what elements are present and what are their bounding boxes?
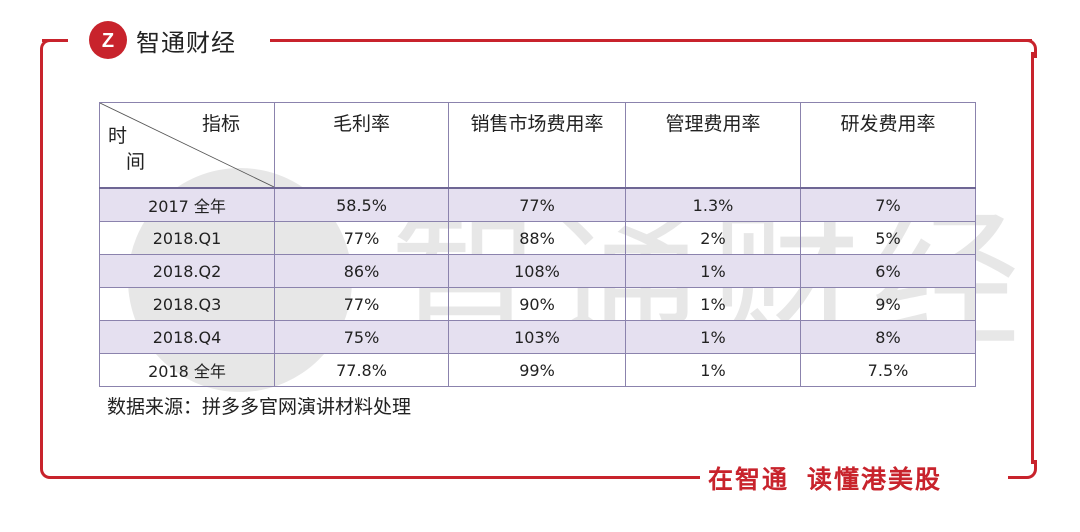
value-cell: 86% (274, 254, 449, 288)
value-cell: 1% (625, 254, 801, 288)
period-cell: 2018.Q2 (99, 254, 275, 288)
table-row: 2018 全年 77.8% 99% 1% 7.5% (99, 353, 976, 387)
value-cell: 1% (625, 353, 801, 387)
period-cell: 2018.Q4 (99, 320, 275, 354)
table-row: 2018.Q2 86% 108% 1% 6% (99, 254, 976, 288)
logo-letter: Z (102, 30, 114, 52)
value-cell: 77% (448, 187, 626, 222)
value-cell: 7% (800, 187, 976, 222)
value-cell: 5% (800, 221, 976, 255)
brand-header: Z 智通财经 (88, 20, 236, 60)
diagonal-line (100, 103, 274, 187)
value-cell: 1% (625, 287, 801, 321)
period-cell: 2018.Q3 (99, 287, 275, 321)
table-header-row: 指标 时 间 毛利率 销售市场费用率 管理费用率 研发费用率 (99, 102, 976, 189)
value-cell: 1% (625, 320, 801, 354)
value-cell: 58.5% (274, 187, 449, 222)
brand-name: 智通财经 (136, 28, 236, 57)
column-header: 管理费用率 (625, 102, 801, 189)
value-cell: 77.8% (274, 353, 449, 387)
value-cell: 90% (448, 287, 626, 321)
frame-line (270, 39, 1032, 42)
value-cell: 108% (448, 254, 626, 288)
table-row: 2018.Q1 77% 88% 2% 5% (99, 221, 976, 255)
source-note: 数据来源：拼多多官网演讲材料处理 (107, 396, 412, 418)
zhitong-logo-icon: Z (89, 21, 127, 59)
table-row: 2018.Q4 75% 103% 1% 8% (99, 320, 976, 354)
value-cell: 6% (800, 254, 976, 288)
period-cell: 2017 全年 (99, 187, 275, 222)
slogan-part-1: 在智通 (708, 465, 790, 494)
column-header: 销售市场费用率 (448, 102, 626, 189)
table-row: 2018.Q3 77% 90% 1% 9% (99, 287, 976, 321)
frame-corner (1018, 460, 1037, 479)
frame-line (1008, 476, 1024, 479)
value-cell: 8% (800, 320, 976, 354)
value-cell: 75% (274, 320, 449, 354)
frame-line (50, 476, 700, 479)
value-cell: 77% (274, 287, 449, 321)
value-cell: 9% (800, 287, 976, 321)
corner-label-time-1: 时 (108, 125, 128, 147)
column-header: 研发费用率 (800, 102, 976, 189)
slogan-part-2: 读懂港美股 (807, 465, 943, 494)
frame-corner (40, 460, 59, 479)
period-cell: 2018.Q1 (99, 221, 275, 255)
table-row: 2017 全年 58.5% 77% 1.3% 7% (99, 187, 976, 222)
value-cell: 2% (625, 221, 801, 255)
frame-line (40, 52, 43, 464)
expense-ratio-table: 指标 时 间 毛利率 销售市场费用率 管理费用率 研发费用率 2017 全年 5… (99, 102, 976, 387)
value-cell: 7.5% (800, 353, 976, 387)
footer-slogan: 在智通 读懂港美股 (708, 460, 942, 496)
column-header: 毛利率 (274, 102, 449, 189)
period-cell: 2018 全年 (99, 353, 275, 387)
corner-label-time-2: 间 (126, 151, 146, 173)
frame-line (1031, 52, 1034, 464)
corner-header-cell: 指标 时 间 (99, 102, 275, 189)
value-cell: 77% (274, 221, 449, 255)
value-cell: 103% (448, 320, 626, 354)
value-cell: 88% (448, 221, 626, 255)
frame-corner (1018, 39, 1037, 58)
value-cell: 99% (448, 353, 626, 387)
corner-label-indicator: 指标 (201, 113, 240, 135)
value-cell: 1.3% (625, 187, 801, 222)
frame-line (42, 39, 68, 42)
